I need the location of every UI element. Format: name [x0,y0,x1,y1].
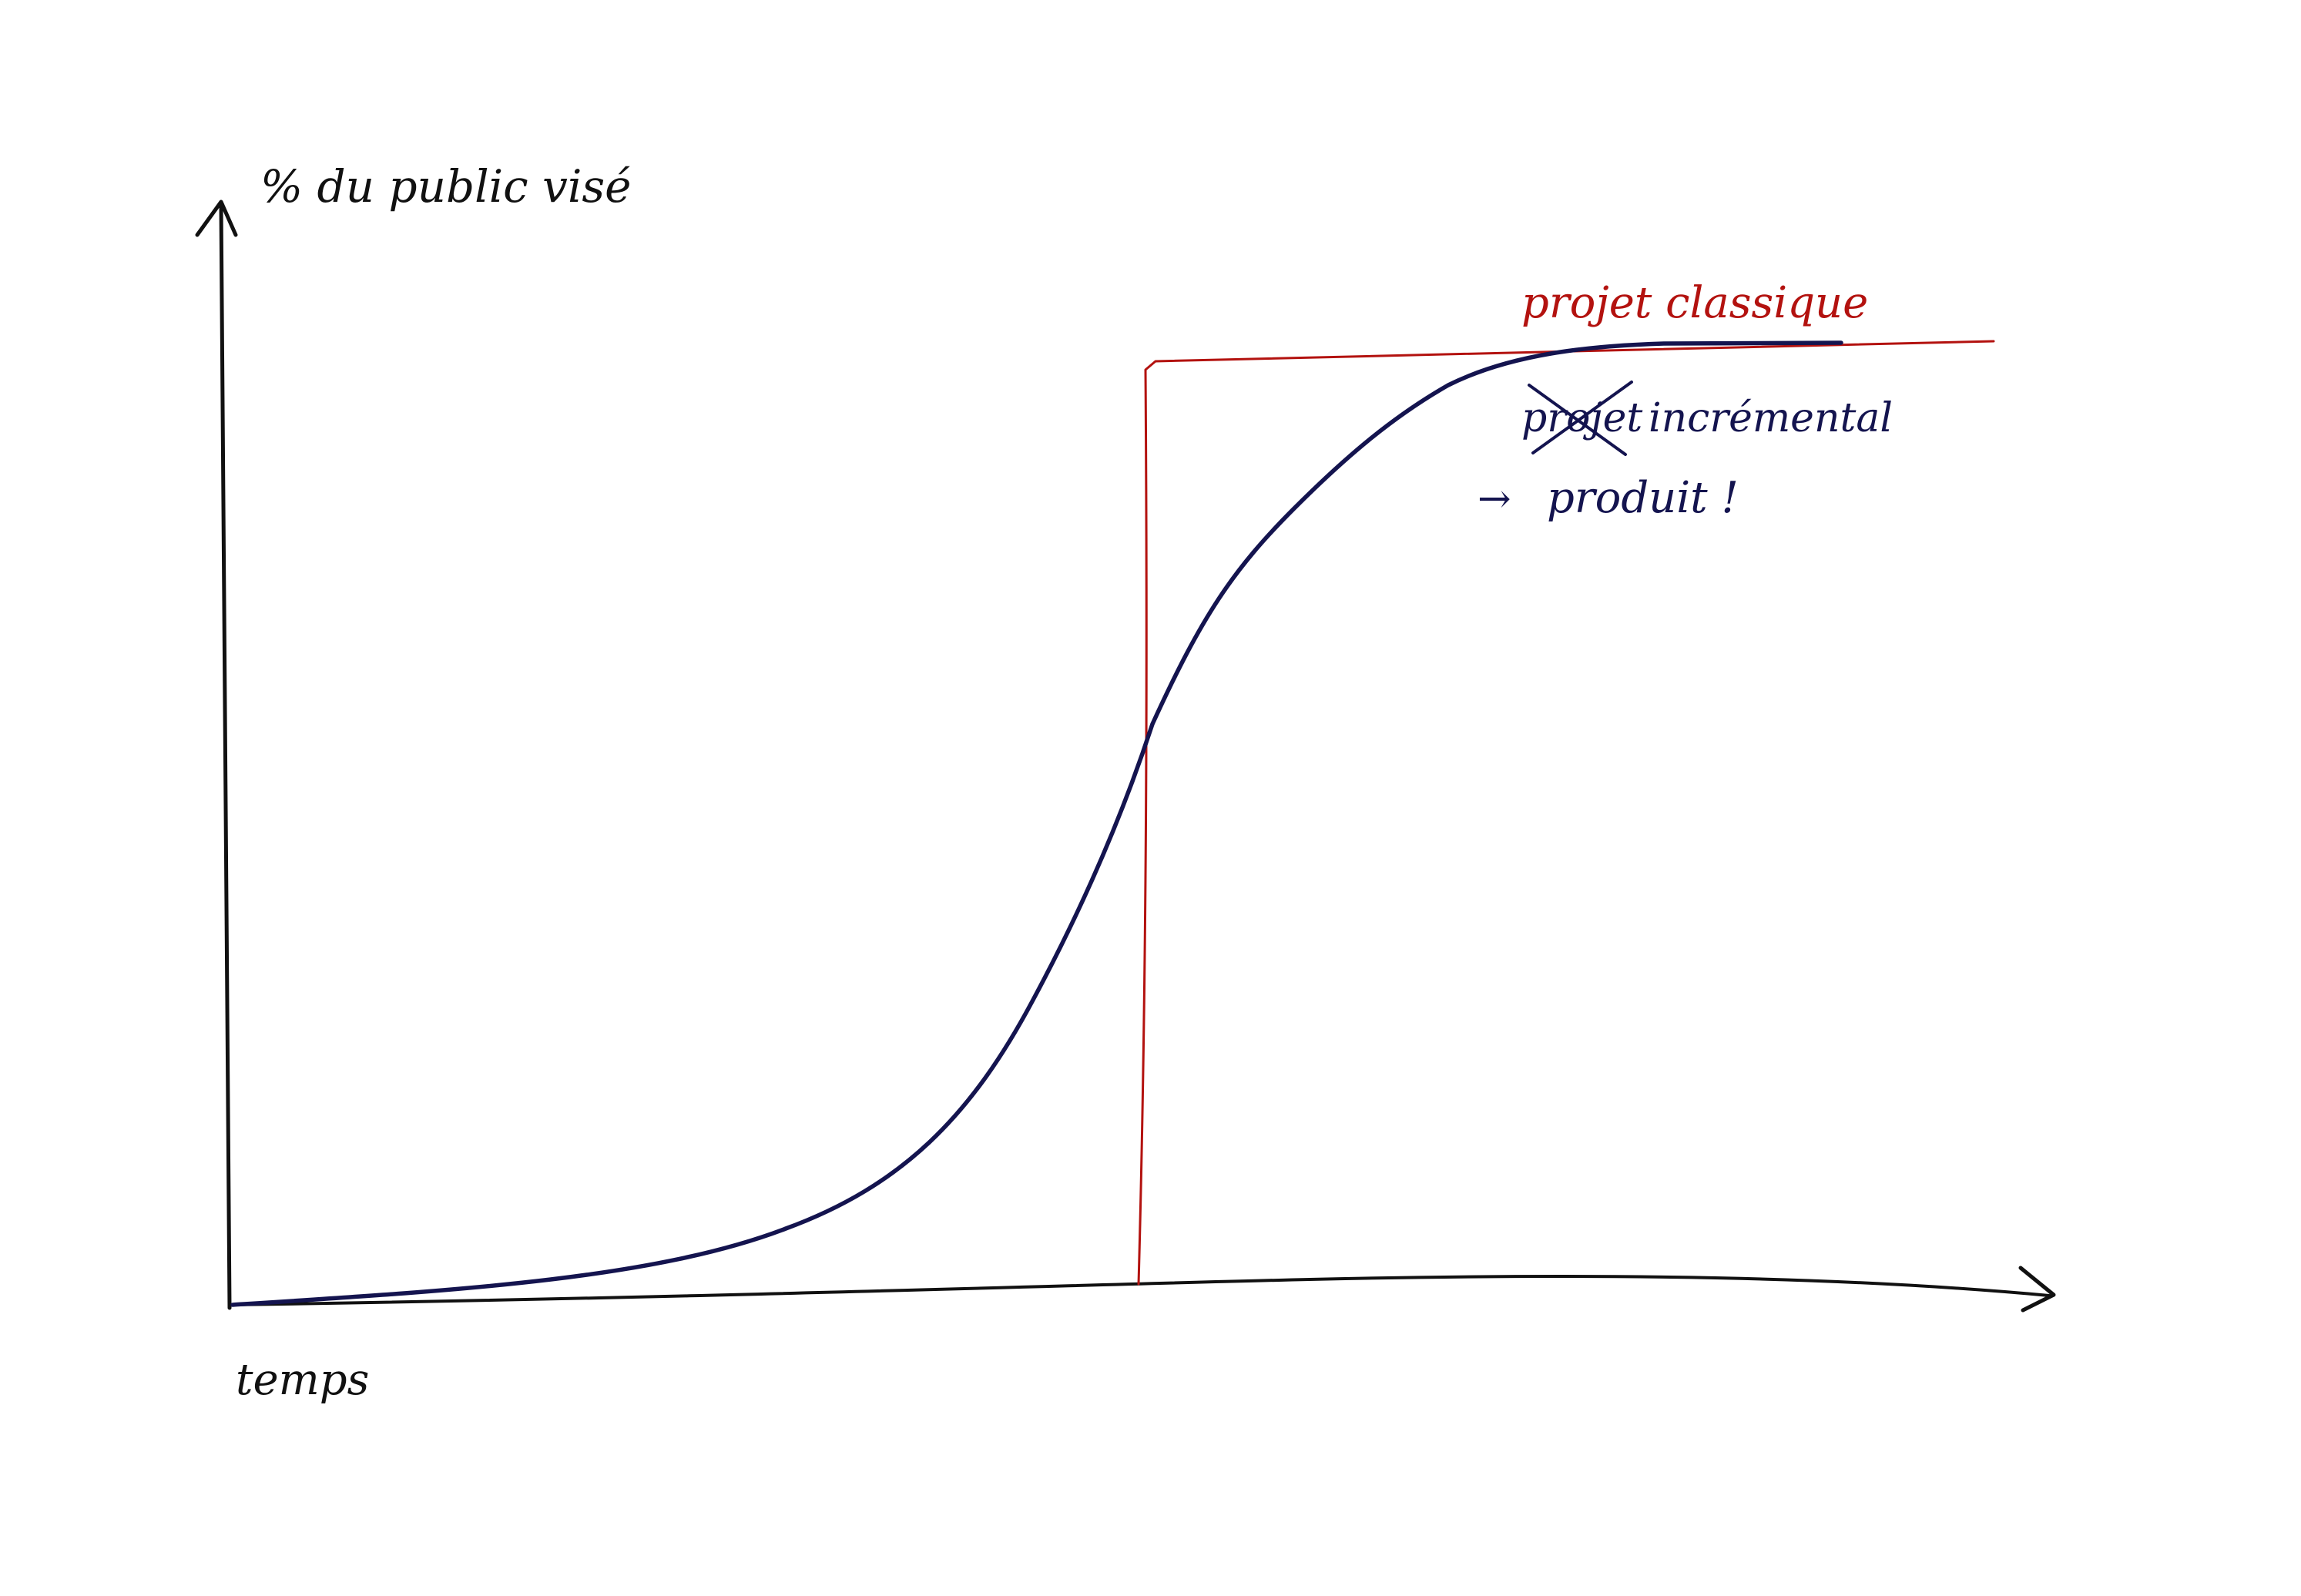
y-axis-arrowhead [195,200,238,237]
x-axis-arrowhead [2018,1266,2056,1313]
x-axis-label: temps [236,1355,369,1405]
y-axis-label: % du public visé [260,160,632,213]
classic-project-label: projet classique [1521,278,1868,328]
product-label: produit ! [1547,473,1739,523]
product-arrow-icon: → [1478,476,1511,522]
strike-through-mark [1528,381,1633,456]
classic-project-curve [1137,340,1995,1286]
x-axis [230,1275,2051,1306]
incremental-project-label: incrémental [1649,395,1893,441]
incremental-project-curve [230,340,1843,1307]
y-axis [219,202,232,1310]
